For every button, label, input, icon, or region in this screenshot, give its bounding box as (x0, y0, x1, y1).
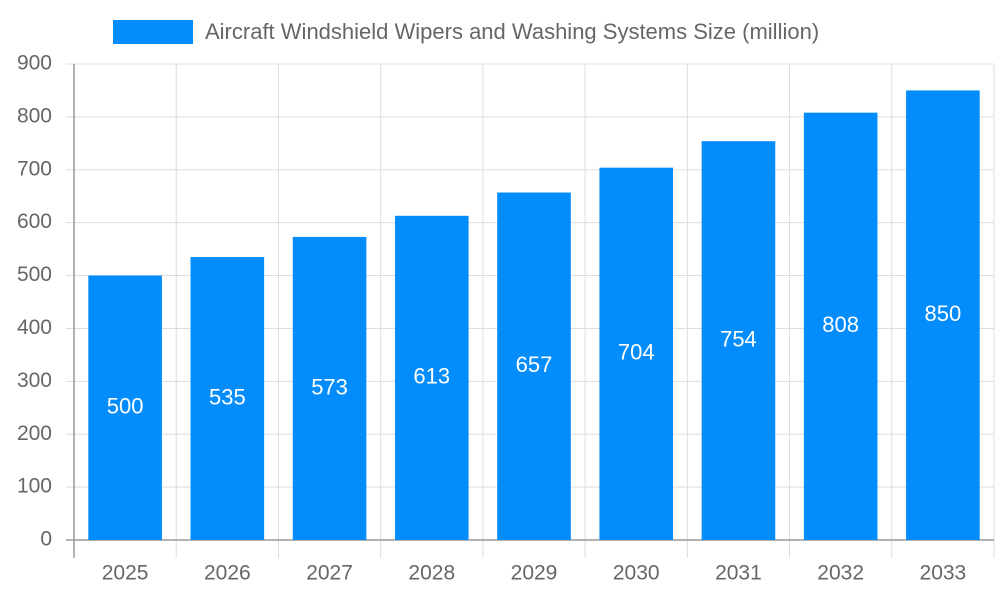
value-label: 808 (822, 312, 859, 337)
x-tick-label: 2025 (102, 562, 149, 585)
bar (803, 112, 878, 540)
value-label: 704 (618, 340, 655, 365)
y-tick-label: 500 (17, 263, 52, 286)
bar (190, 257, 265, 540)
value-label: 657 (516, 352, 553, 377)
y-tick-label: 800 (17, 104, 52, 127)
y-tick-label: 600 (17, 210, 52, 233)
x-tick-label: 2027 (306, 562, 353, 585)
x-tick-label: 2032 (817, 562, 864, 585)
bar (88, 275, 162, 540)
legend-label: Aircraft Windshield Wipers and Washing S… (205, 19, 819, 44)
x-tick-label: 2029 (511, 562, 558, 585)
y-tick-label: 200 (17, 422, 52, 445)
value-label: 850 (925, 301, 962, 326)
x-tick-label: 2028 (408, 562, 455, 585)
legend-swatch (113, 20, 193, 44)
x-tick-label: 2030 (613, 562, 660, 585)
y-tick-label: 0 (40, 528, 52, 551)
bar (497, 192, 571, 540)
bar (906, 90, 980, 540)
y-tick-label: 100 (17, 475, 52, 498)
value-label: 535 (209, 384, 246, 409)
bar (292, 236, 367, 541)
value-label: 500 (107, 394, 144, 419)
y-tick-label: 900 (17, 52, 52, 75)
bar (701, 141, 776, 540)
x-tick-label: 2031 (715, 562, 762, 585)
x-tick-label: 2026 (204, 562, 251, 585)
bar (599, 167, 674, 540)
y-tick-label: 300 (17, 369, 52, 392)
value-label: 754 (720, 326, 757, 351)
bar (394, 215, 469, 540)
x-tick-label: 2033 (920, 562, 967, 585)
value-label: 573 (311, 374, 348, 399)
y-tick-label: 700 (17, 157, 52, 180)
value-label: 613 (413, 364, 450, 389)
y-tick-label: 400 (17, 316, 52, 339)
